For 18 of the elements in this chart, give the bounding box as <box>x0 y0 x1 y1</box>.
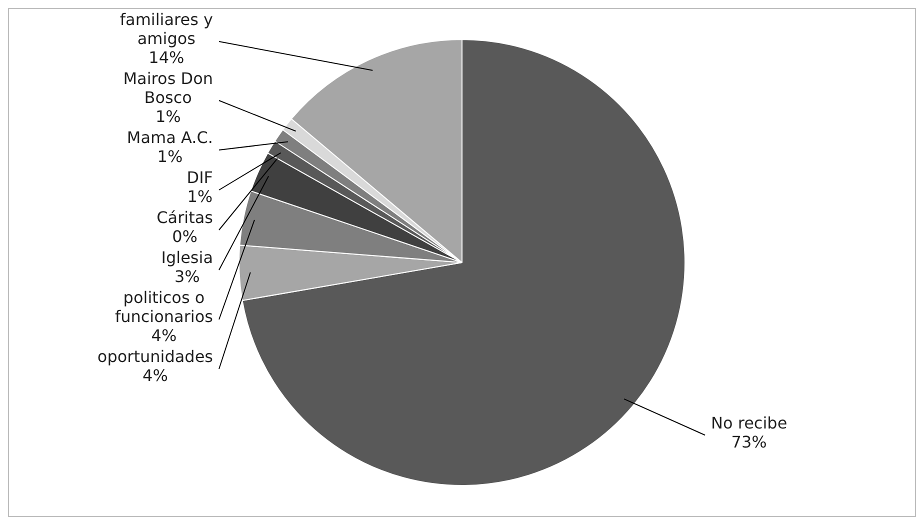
data-label: 73% <box>731 432 767 452</box>
category-label: Cáritas <box>156 208 214 228</box>
data-label: 4% <box>142 366 168 386</box>
slice-label: No recibe <box>711 413 788 432</box>
data-label: 4% <box>151 326 177 346</box>
slice-label: Iglesia <box>161 248 213 268</box>
text: 0% <box>172 227 198 246</box>
data-label: 3% <box>174 267 200 286</box>
data-label: 1% <box>157 147 183 166</box>
data-label: 14% <box>148 48 184 68</box>
slice-label: oportunidades <box>97 347 213 366</box>
slice-label: familiares y amigos <box>120 10 213 48</box>
slice-label: DIF <box>186 168 214 188</box>
data-label: 1% <box>187 187 213 206</box>
data-label: 1% <box>155 107 181 126</box>
slice-label: politicos o funcionarios <box>114 288 214 326</box>
slice-label: Mama A.C. <box>126 128 213 148</box>
slice-label: Mairos Don Bosco <box>123 69 214 108</box>
